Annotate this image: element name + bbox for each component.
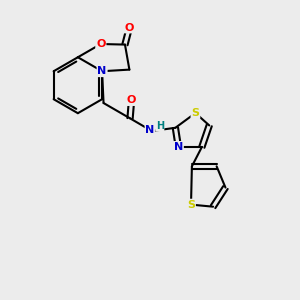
Text: H: H [156, 121, 164, 131]
Text: O: O [125, 22, 134, 32]
Text: N: N [145, 125, 154, 135]
Text: N: N [98, 66, 107, 76]
Text: O: O [127, 95, 136, 105]
Text: S: S [187, 200, 195, 210]
Text: N: N [174, 142, 183, 152]
Text: S: S [191, 108, 200, 118]
Text: O: O [96, 39, 106, 49]
